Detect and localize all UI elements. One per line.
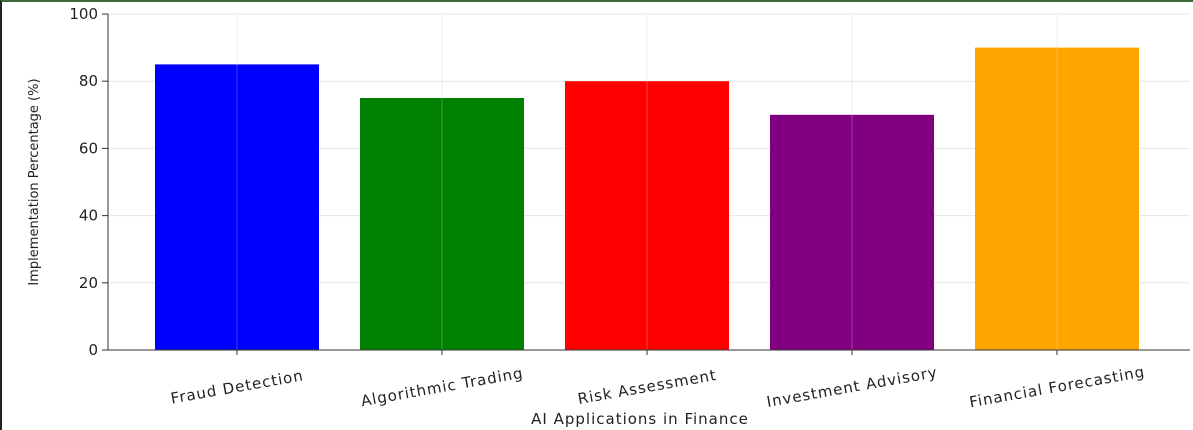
bar [565, 81, 729, 350]
bars [155, 14, 1139, 351]
bar [360, 98, 524, 350]
y-tick-label: 20 [79, 274, 98, 292]
x-axis-title: AI Applications in Finance [531, 410, 749, 428]
bar [155, 64, 319, 351]
x-category-label: Fraud Detection [169, 366, 305, 407]
y-tick-label: 60 [79, 139, 98, 157]
x-category-label: Algorithmic Trading [360, 364, 525, 410]
y-axis-title: Implementation Percentage (%) [27, 78, 42, 285]
x-category-label: Investment Advisory [765, 363, 939, 411]
y-tick-label: 100 [69, 5, 98, 23]
x-category-labels: Fraud Detection Algorithmic Trading Risk A… [169, 363, 1146, 412]
y-tick-label: 80 [79, 72, 98, 90]
x-category-label: Financial Forecasting [968, 363, 1147, 412]
bar [770, 114, 934, 350]
y-tick-labels: 0 20 40 60 80 100 [69, 5, 98, 359]
y-tick-label: 0 [88, 341, 98, 359]
y-tick-label: 40 [79, 207, 98, 225]
axes [102, 13, 1190, 355]
x-category-label: Risk Assessment [576, 366, 718, 408]
bar [975, 47, 1139, 350]
